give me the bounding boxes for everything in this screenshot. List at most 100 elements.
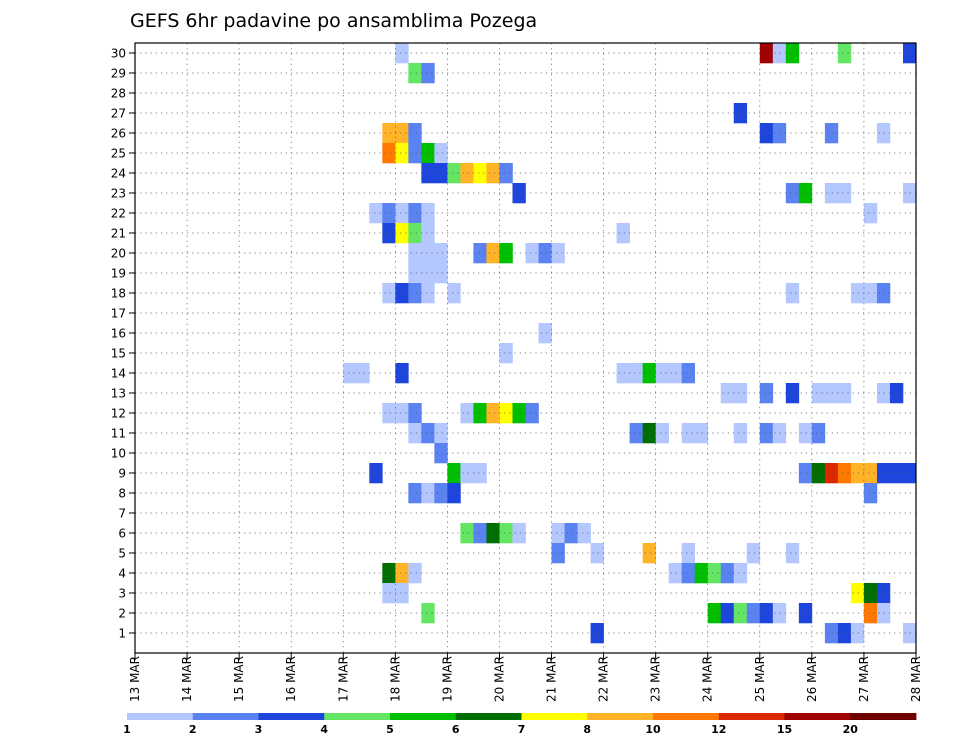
y-tick-label: 23: [111, 187, 126, 201]
heatmap-cell: [590, 623, 604, 644]
heatmap-cell: [642, 423, 656, 444]
legend-label: 20: [843, 723, 859, 736]
heatmap-cell: [798, 423, 813, 444]
heatmap-cell: [408, 123, 422, 144]
y-tick-label: 1: [118, 627, 126, 641]
legend-label: 1: [123, 723, 131, 736]
heatmap-cell: [395, 403, 409, 424]
heatmap-cell: [876, 603, 891, 624]
y-tick-label: 4: [118, 567, 126, 581]
heatmap-cell: [499, 523, 513, 544]
heatmap-cell: [616, 223, 630, 244]
heatmap-cell: [486, 163, 500, 184]
heatmap-cell: [395, 43, 409, 64]
heatmap-cell: [863, 603, 878, 624]
heatmap-cell: [759, 383, 774, 404]
heatmap-cell: [421, 483, 435, 504]
y-tick-label: 2: [118, 607, 126, 621]
heatmap-cell: [785, 283, 800, 304]
heatmap-cell: [421, 223, 435, 244]
heatmap-cell: [837, 183, 852, 204]
heatmap-cell: [421, 243, 435, 264]
heatmap-cell: [395, 363, 409, 384]
heatmap-cell: [447, 163, 461, 184]
heatmap-cell: [889, 463, 904, 484]
heatmap-cell: [577, 523, 591, 544]
heatmap-cell: [421, 63, 435, 84]
legend-label: 3: [255, 723, 263, 736]
heatmap-cell: [408, 243, 422, 264]
y-tick-label: 13: [111, 387, 126, 401]
heatmap-cell: [759, 423, 774, 444]
y-tick-label: 19: [111, 267, 126, 281]
heatmap-cell: [382, 563, 396, 584]
legend-swatch: [390, 713, 457, 720]
heatmap-cell: [681, 563, 696, 584]
heatmap-cell: [486, 243, 500, 264]
heatmap-cell: [447, 483, 461, 504]
color-legend: 1 2 3 4 5 6 7 8 10 12 15 20: [123, 713, 917, 736]
heatmap-cell: [460, 403, 474, 424]
heatmap-cell: [382, 223, 396, 244]
heatmap-cell: [733, 603, 748, 624]
heatmap-cell: [720, 603, 735, 624]
heatmap-cell: [525, 243, 539, 264]
heatmap-cell: [811, 383, 826, 404]
legend-swatch: [192, 713, 259, 720]
legend-swatch: [258, 713, 325, 720]
y-tick-label: 18: [111, 287, 126, 301]
heatmap-cell: [876, 123, 891, 144]
heatmap-cell: [447, 463, 461, 484]
heatmap-cells: [343, 43, 917, 644]
heatmap-cell: [811, 423, 826, 444]
heatmap-cell: [772, 43, 787, 64]
heatmap-cell: [473, 523, 487, 544]
heatmap-cell: [863, 483, 878, 504]
x-axis-ticks: 13 MAR 14 MAR 15 MAR 16 MAR 17 MAR 18 MAR 19 M…: [128, 653, 923, 702]
x-tick-label: 18 MAR: [388, 656, 402, 702]
heatmap-cell: [551, 523, 565, 544]
legend-label: 10: [645, 723, 661, 736]
heatmap-cell: [733, 383, 748, 404]
heatmap-cell: [512, 523, 526, 544]
heatmap-cell: [447, 283, 461, 304]
legend-label: 8: [583, 723, 591, 736]
x-tick-label: 17 MAR: [336, 656, 350, 702]
heatmap-cell: [720, 563, 735, 584]
y-tick-label: 21: [111, 227, 126, 241]
heatmap-cell: [434, 443, 448, 464]
heatmap-cell: [499, 343, 513, 364]
y-tick-label: 25: [111, 147, 126, 161]
y-tick-label: 15: [111, 347, 126, 361]
heatmap-cell: [902, 463, 917, 484]
heatmap-cell: [746, 543, 761, 564]
heatmap-cell: [486, 403, 500, 424]
y-tick-label: 6: [118, 527, 126, 541]
heatmap-cell: [408, 483, 422, 504]
heatmap-cell: [408, 263, 422, 284]
heatmap-cell: [564, 523, 578, 544]
y-tick-label: 22: [111, 207, 126, 221]
x-tick-label: 25 MAR: [753, 656, 767, 702]
heatmap-cell: [434, 243, 448, 264]
heatmap-cell: [824, 123, 839, 144]
heatmap-cell: [486, 523, 500, 544]
y-tick-label: 3: [118, 587, 126, 601]
heatmap-cell: [460, 163, 474, 184]
legend-swatch: [653, 713, 720, 720]
x-tick-label: 23 MAR: [649, 656, 663, 702]
legend-label: 7: [518, 723, 526, 736]
heatmap-cell: [850, 623, 865, 644]
heatmap-cell: [421, 603, 435, 624]
heatmap-cell: [499, 243, 513, 264]
plot-frame: [134, 42, 917, 654]
heatmap-cell: [408, 563, 422, 584]
heatmap-cell: [837, 623, 852, 644]
heatmap-cell: [772, 423, 787, 444]
heatmap-cell: [421, 163, 435, 184]
heatmap-cell: [408, 283, 422, 304]
legend-label: 5: [386, 723, 394, 736]
heatmap-cell: [850, 283, 865, 304]
y-tick-label: 30: [111, 47, 126, 61]
legend-label: 4: [320, 723, 328, 736]
